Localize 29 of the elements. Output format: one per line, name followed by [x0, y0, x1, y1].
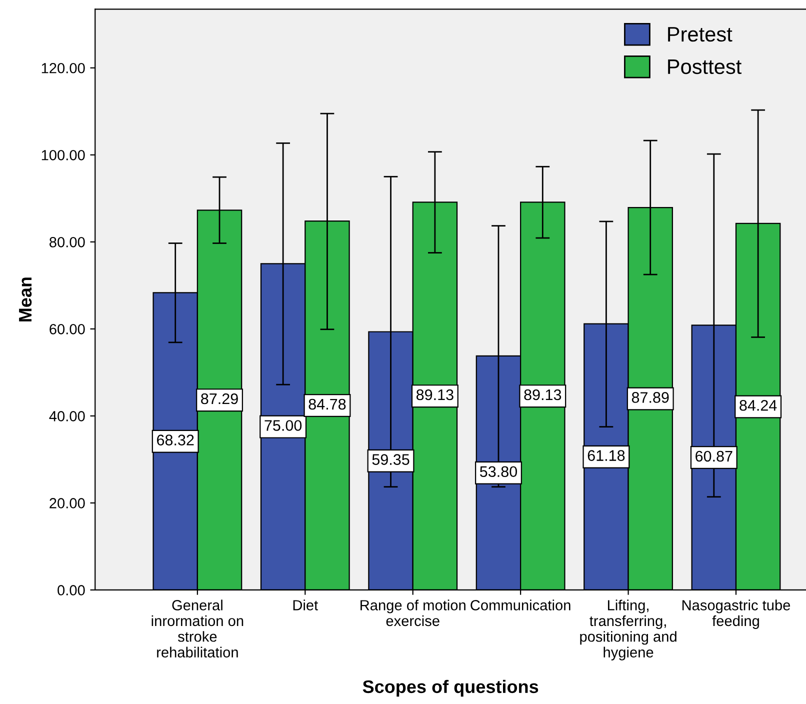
y-tick-label: 20.00 [50, 498, 85, 508]
data-label: 75.00 [264, 420, 302, 431]
x-tick-label: Nasogastric tube feeding [682, 600, 790, 629]
y-tick-label: 120.00 [42, 62, 85, 74]
legend-label: Posttest [668, 60, 742, 74]
x-tick-label: Lifting, transferring, positioning and hygiene [580, 600, 676, 660]
data-label: 87.89 [632, 392, 669, 403]
x-tick-label: Diet [293, 600, 318, 610]
y-tick-label: 60.00 [50, 324, 85, 334]
x-tick-label: Range of motion exercise [360, 600, 466, 626]
data-label: 87.29 [201, 393, 238, 404]
data-label: 53.80 [480, 466, 518, 478]
legend-label: Pretest [668, 27, 732, 42]
y-tick-label: 0.00 [58, 585, 85, 596]
x-axis-title: Scopes of questions [362, 680, 538, 697]
data-label: 60.87 [696, 450, 732, 462]
data-label: 68.32 [157, 434, 194, 446]
data-label: 61.18 [588, 450, 625, 461]
data-label: 84.78 [308, 398, 346, 410]
data-label: 59.35 [372, 454, 410, 465]
x-tick-label: Communication [470, 600, 570, 610]
y-tick-label: 40.00 [49, 411, 85, 422]
data-label: 84.24 [740, 400, 777, 411]
data-label: 89.13 [524, 389, 562, 400]
x-tick-label: General inrormation on stroke rehabilitation [152, 600, 244, 658]
data-label: 89.13 [416, 389, 454, 400]
y-tick-label: 100.00 [42, 150, 85, 160]
y-axis-title: Mean [19, 278, 32, 322]
y-tick-label: 80.00 [50, 237, 85, 248]
